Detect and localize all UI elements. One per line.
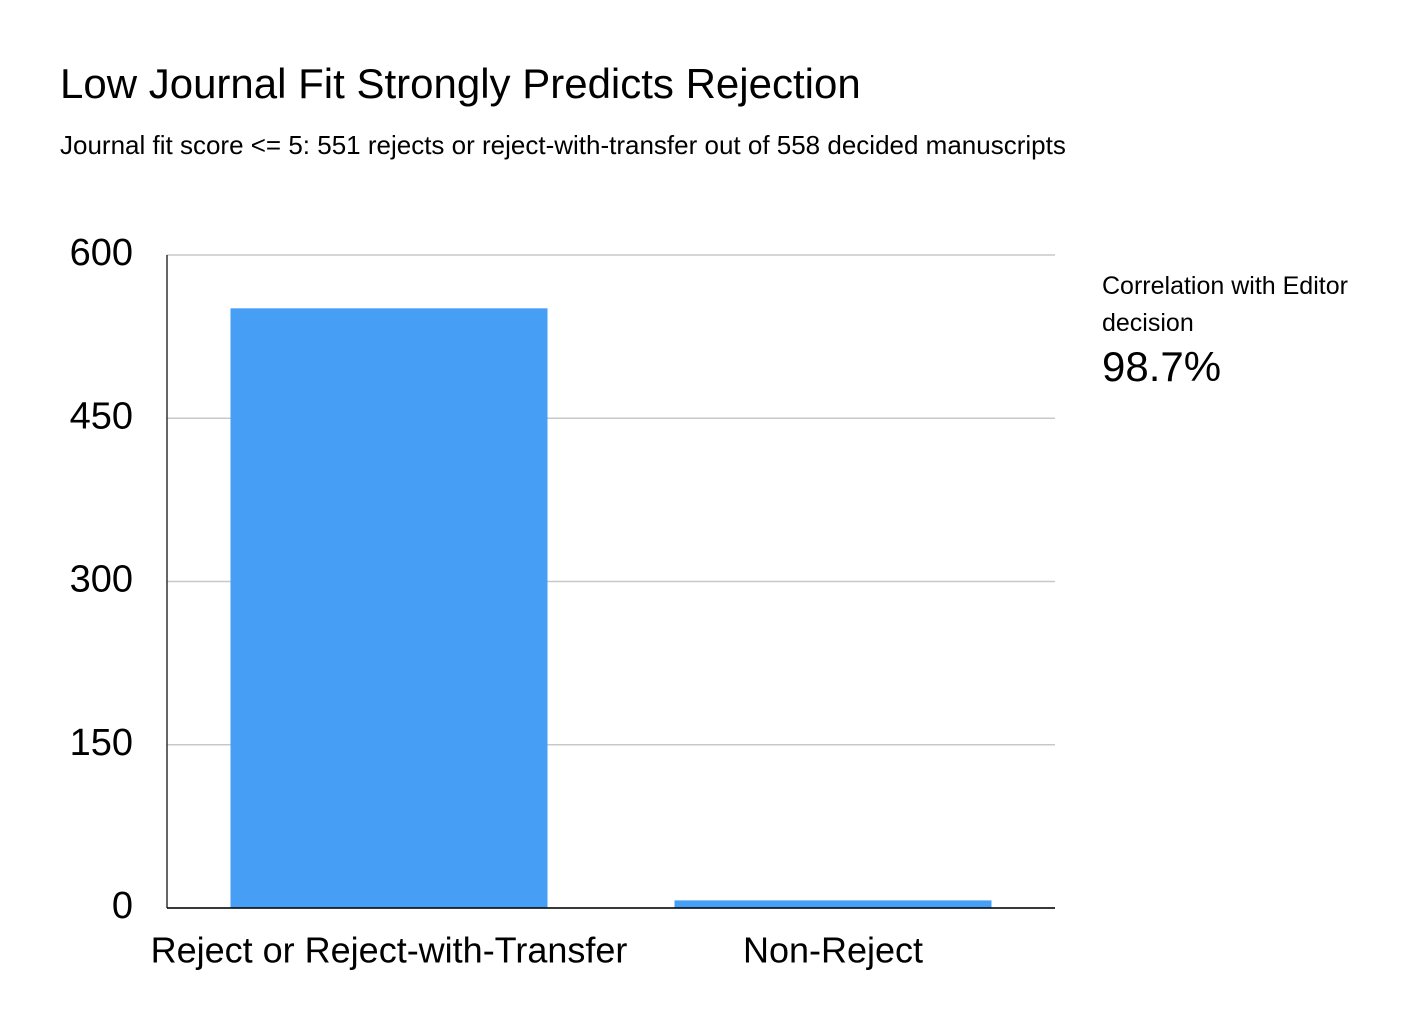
y-tick-label: 450	[70, 395, 133, 437]
annotation: Correlation with Editor decision 98.7%	[1102, 268, 1402, 392]
x-tick-label: Reject or Reject-with-Transfer	[151, 930, 628, 971]
y-tick-label: 300	[70, 559, 133, 601]
chart-title: Low Journal Fit Strongly Predicts Reject…	[60, 60, 861, 107]
x-tick-label: Non-Reject	[743, 930, 923, 971]
y-tick-label: 150	[70, 722, 133, 764]
annotation-label: Correlation with Editor decision	[1102, 272, 1348, 337]
y-tick-label: 0	[112, 885, 133, 927]
annotation-value: 98.7%	[1102, 343, 1222, 390]
bar	[230, 308, 548, 908]
bar	[674, 900, 992, 908]
y-tick-label: 600	[70, 232, 133, 274]
chart-subtitle: Journal fit score <= 5: 551 rejects or r…	[60, 130, 1066, 160]
